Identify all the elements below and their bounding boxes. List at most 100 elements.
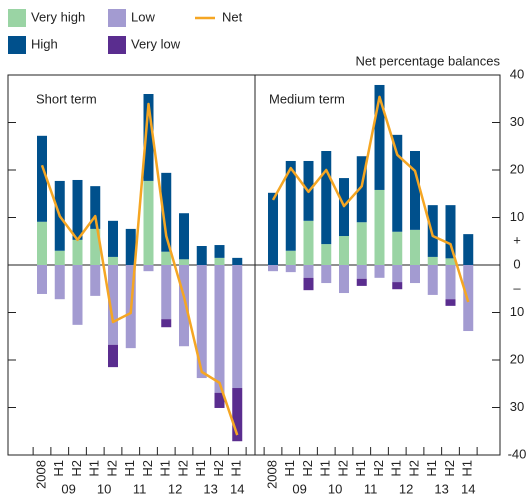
legend-label: High [31, 36, 58, 51]
bar-segment [427, 256, 438, 265]
panel-title: Short term [36, 91, 97, 106]
x-tick-label: H2 [69, 460, 84, 477]
bar-segment [90, 228, 101, 265]
bar-segment [143, 265, 154, 272]
x-tick-label: H1 [158, 460, 173, 477]
year-label: 13 [203, 481, 217, 496]
bar-segment [285, 265, 296, 273]
bar-segment [303, 277, 314, 291]
year-label: 12 [399, 481, 413, 496]
bar-segment [108, 256, 118, 265]
bar-segment [339, 265, 349, 294]
bar-segment [179, 213, 189, 260]
legend-swatch [108, 9, 126, 27]
bar-segment [356, 265, 367, 279]
bar-segment [179, 265, 189, 347]
legend-label: Very high [31, 9, 85, 24]
bar-segment [303, 265, 314, 278]
y-tick-label: -40 [508, 446, 527, 461]
year-label: 09 [61, 481, 75, 496]
year-label: 09 [292, 481, 306, 496]
bar-segment [90, 265, 101, 296]
bar-segment [445, 205, 456, 259]
bar-segment [268, 265, 278, 272]
bar-segment [321, 151, 332, 245]
bar-segment [161, 251, 172, 265]
bar-segment [214, 257, 225, 265]
bar-segment [196, 265, 207, 379]
x-tick-label: H1 [318, 460, 333, 477]
legend-swatch [108, 36, 126, 54]
bar-segment [445, 299, 456, 306]
x-tick-label: H2 [175, 460, 190, 477]
x-tick-label: H1 [353, 460, 368, 477]
year-label: 11 [133, 481, 147, 496]
bar-segment [321, 244, 332, 265]
y-tick-label: 10 [510, 209, 524, 224]
x-tick-label: H1 [229, 460, 244, 477]
x-tick-label: 2008 [264, 460, 279, 489]
year-label: 13 [434, 481, 448, 496]
year-label: 14 [230, 481, 244, 496]
bar-segment [392, 231, 403, 265]
legend-label: Low [131, 9, 155, 24]
x-tick-label: H1 [282, 460, 297, 477]
y-tick-label: 30 [510, 399, 524, 414]
bar-segment [72, 265, 83, 325]
bar-segment [410, 265, 420, 284]
x-tick-label: H2 [371, 460, 386, 477]
y-tick-label: 40 [510, 66, 524, 81]
net-line [271, 95, 470, 303]
bar-segment [321, 265, 332, 284]
x-tick-label: H2 [406, 460, 421, 477]
bar-segment [232, 265, 243, 389]
bar-segment [90, 186, 101, 229]
year-label: 12 [168, 481, 182, 496]
bar-segment [445, 258, 456, 265]
bar-segment [303, 220, 314, 265]
bar-segment [268, 192, 278, 265]
bar-segment [72, 239, 83, 265]
year-label: 11 [364, 481, 378, 496]
y-tick-label: 10 [510, 304, 524, 319]
bar-segment [161, 172, 172, 252]
bar-segment [356, 156, 367, 223]
bar-segment [179, 259, 189, 265]
legend-label: Very low [131, 36, 181, 51]
bar-segment [143, 94, 154, 181]
bar-segment [427, 205, 438, 257]
x-tick-label: H1 [51, 460, 66, 477]
bar-segment [445, 265, 456, 300]
x-tick-label: H2 [442, 460, 457, 477]
x-tick-label: H1 [389, 460, 404, 477]
bar-segment [161, 319, 172, 328]
y-tick-label: 0 [513, 256, 520, 271]
x-tick-label: H2 [335, 460, 350, 477]
year-label: 10 [328, 481, 342, 496]
bar-segment [285, 250, 296, 265]
legend-swatch [8, 9, 26, 27]
bar-segment [463, 234, 474, 265]
x-tick-label: H2 [140, 460, 155, 477]
bar-segment [108, 344, 118, 368]
bar-segment [54, 250, 65, 265]
year-label: 14 [461, 481, 475, 496]
bar-segment [356, 222, 367, 265]
x-tick-label: H1 [87, 460, 102, 477]
x-tick-label: H2 [104, 460, 119, 477]
bar-segment [37, 135, 47, 222]
bar-segment [108, 220, 118, 257]
x-tick-label: H2 [300, 460, 315, 477]
bar-segment [356, 278, 367, 286]
bar-segment [72, 179, 83, 240]
panel-title: Medium term [269, 91, 345, 106]
bar-segment [374, 189, 385, 265]
sign-label: – [513, 280, 521, 295]
x-tick-label: H2 [211, 460, 226, 477]
bar-segment [410, 229, 420, 265]
x-tick-label: H1 [122, 460, 137, 477]
bar-segment [54, 265, 65, 300]
bar-segment [427, 265, 438, 295]
y-axis-label: Net percentage balances [355, 53, 500, 68]
x-tick-label: H1 [193, 460, 208, 477]
